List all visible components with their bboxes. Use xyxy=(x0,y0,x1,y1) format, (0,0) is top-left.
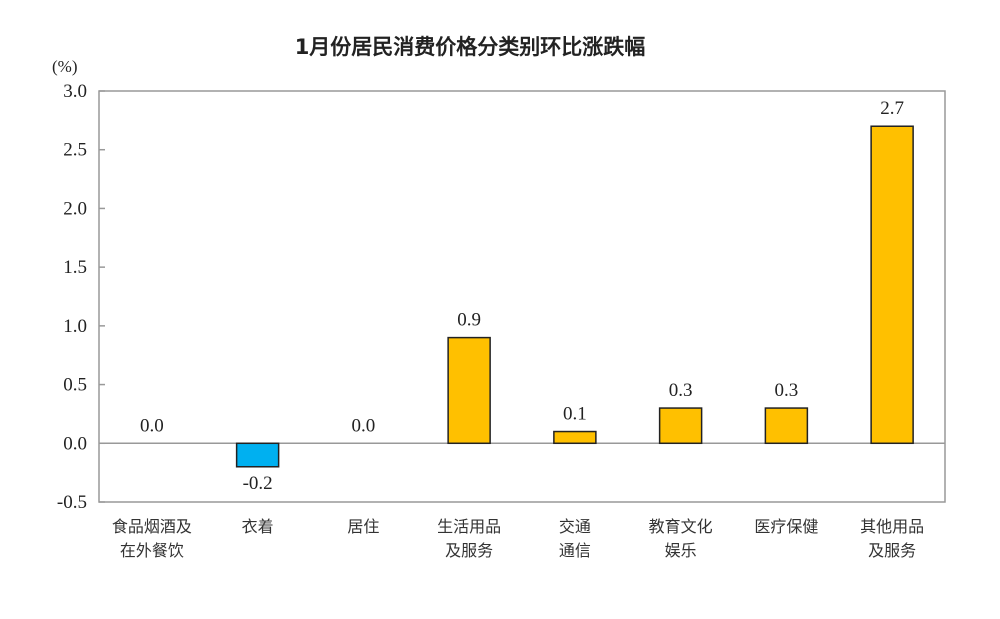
x-tick-label: 衣着 xyxy=(242,517,274,536)
data-label: -0.2 xyxy=(243,473,273,494)
plot-frame xyxy=(98,90,946,503)
y-tick-label: 1.0 xyxy=(63,316,87,337)
bar xyxy=(447,336,491,445)
y-tick-label: 1.5 xyxy=(63,257,87,278)
data-label: 0.3 xyxy=(669,380,693,401)
x-tick-label: 生活用品 xyxy=(437,517,501,536)
x-tick-label: 医疗保健 xyxy=(754,517,818,536)
x-tick-label: 及服务 xyxy=(445,541,493,560)
bar xyxy=(764,407,809,445)
bar xyxy=(658,407,703,445)
y-axis-unit: (%) xyxy=(52,57,77,76)
x-tick-label: 交通 xyxy=(559,517,591,536)
x-tick-label: 娱乐 xyxy=(665,541,697,560)
x-tick-label: 其他用品 xyxy=(860,517,924,536)
y-tick-label: 0.0 xyxy=(63,433,87,454)
x-tick-label: 居住 xyxy=(347,517,379,536)
y-tick-label: 3.0 xyxy=(63,81,87,102)
data-label: 0.0 xyxy=(352,415,376,436)
x-tick-label: 在外餐饮 xyxy=(120,541,184,560)
data-label: 2.7 xyxy=(880,98,904,119)
y-tick-label: -0.5 xyxy=(57,492,87,513)
bar xyxy=(553,430,597,445)
data-label: 0.0 xyxy=(140,415,164,436)
x-tick-label: 教育文化 xyxy=(649,517,713,536)
y-tick-label: 2.0 xyxy=(63,198,87,219)
x-tick-label: 及服务 xyxy=(868,541,916,560)
bar xyxy=(235,442,280,468)
y-tick-label: 2.5 xyxy=(63,140,87,161)
x-tick-label: 食品烟酒及 xyxy=(112,517,192,536)
data-label: 0.3 xyxy=(775,380,799,401)
y-tick-label: 0.5 xyxy=(63,375,87,396)
data-label: 0.1 xyxy=(563,404,587,425)
x-tick-label: 通信 xyxy=(559,541,591,560)
chart-title: 1月份居民消费价格分类别环比涨跌幅 xyxy=(295,35,646,59)
data-label: 0.9 xyxy=(457,310,481,331)
bar xyxy=(870,125,914,445)
